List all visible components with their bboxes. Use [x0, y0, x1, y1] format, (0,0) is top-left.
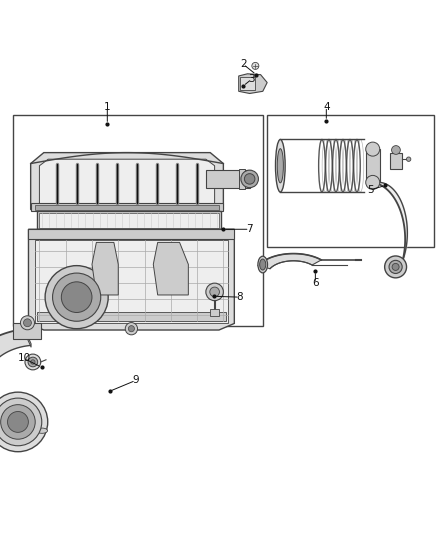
Text: 9: 9 — [132, 375, 139, 385]
Text: 10: 10 — [18, 353, 31, 364]
Text: 1: 1 — [104, 102, 111, 111]
Text: 3: 3 — [248, 74, 255, 84]
Circle shape — [366, 142, 380, 156]
Bar — [37, 211, 221, 229]
Polygon shape — [206, 170, 250, 188]
Circle shape — [244, 174, 255, 184]
Bar — [210, 310, 219, 316]
Circle shape — [385, 256, 406, 278]
Circle shape — [0, 392, 48, 451]
Circle shape — [406, 157, 411, 161]
Bar — [366, 149, 380, 182]
Circle shape — [366, 175, 380, 189]
Circle shape — [128, 326, 134, 332]
Circle shape — [25, 354, 41, 370]
Circle shape — [7, 411, 28, 432]
Bar — [13, 115, 263, 326]
Bar — [35, 205, 219, 209]
Ellipse shape — [276, 140, 285, 192]
Bar — [28, 229, 234, 239]
Polygon shape — [92, 243, 118, 295]
Ellipse shape — [258, 256, 268, 273]
Bar — [14, 323, 42, 338]
Circle shape — [125, 322, 138, 335]
Text: 6: 6 — [312, 278, 319, 288]
Polygon shape — [258, 254, 321, 269]
Circle shape — [241, 170, 258, 188]
Bar — [37, 312, 226, 321]
Ellipse shape — [277, 149, 283, 183]
Circle shape — [21, 316, 35, 330]
Circle shape — [28, 357, 38, 367]
Polygon shape — [153, 243, 188, 295]
Circle shape — [392, 146, 400, 155]
Circle shape — [0, 398, 42, 446]
Polygon shape — [0, 329, 29, 430]
Circle shape — [392, 263, 399, 270]
Polygon shape — [239, 74, 267, 93]
Text: 8: 8 — [237, 292, 244, 302]
Circle shape — [252, 62, 259, 69]
Circle shape — [61, 282, 92, 312]
Bar — [390, 154, 402, 169]
Circle shape — [206, 283, 223, 301]
Polygon shape — [39, 159, 215, 205]
Circle shape — [53, 273, 101, 321]
Text: 2: 2 — [240, 59, 247, 69]
Circle shape — [1, 405, 35, 439]
Bar — [39, 213, 219, 228]
Bar — [239, 169, 245, 189]
Ellipse shape — [36, 428, 47, 433]
Bar — [267, 115, 434, 247]
Ellipse shape — [260, 259, 266, 270]
Bar — [35, 240, 228, 324]
Polygon shape — [24, 327, 31, 348]
Circle shape — [24, 319, 32, 327]
Circle shape — [45, 265, 108, 329]
Polygon shape — [31, 152, 223, 209]
Polygon shape — [28, 229, 234, 330]
Circle shape — [31, 360, 35, 364]
Bar — [240, 77, 255, 90]
Circle shape — [389, 260, 402, 273]
Text: 4: 4 — [323, 102, 330, 111]
Circle shape — [210, 287, 219, 297]
Text: 7: 7 — [246, 224, 253, 235]
Bar — [31, 203, 223, 211]
Text: 5: 5 — [367, 185, 374, 195]
